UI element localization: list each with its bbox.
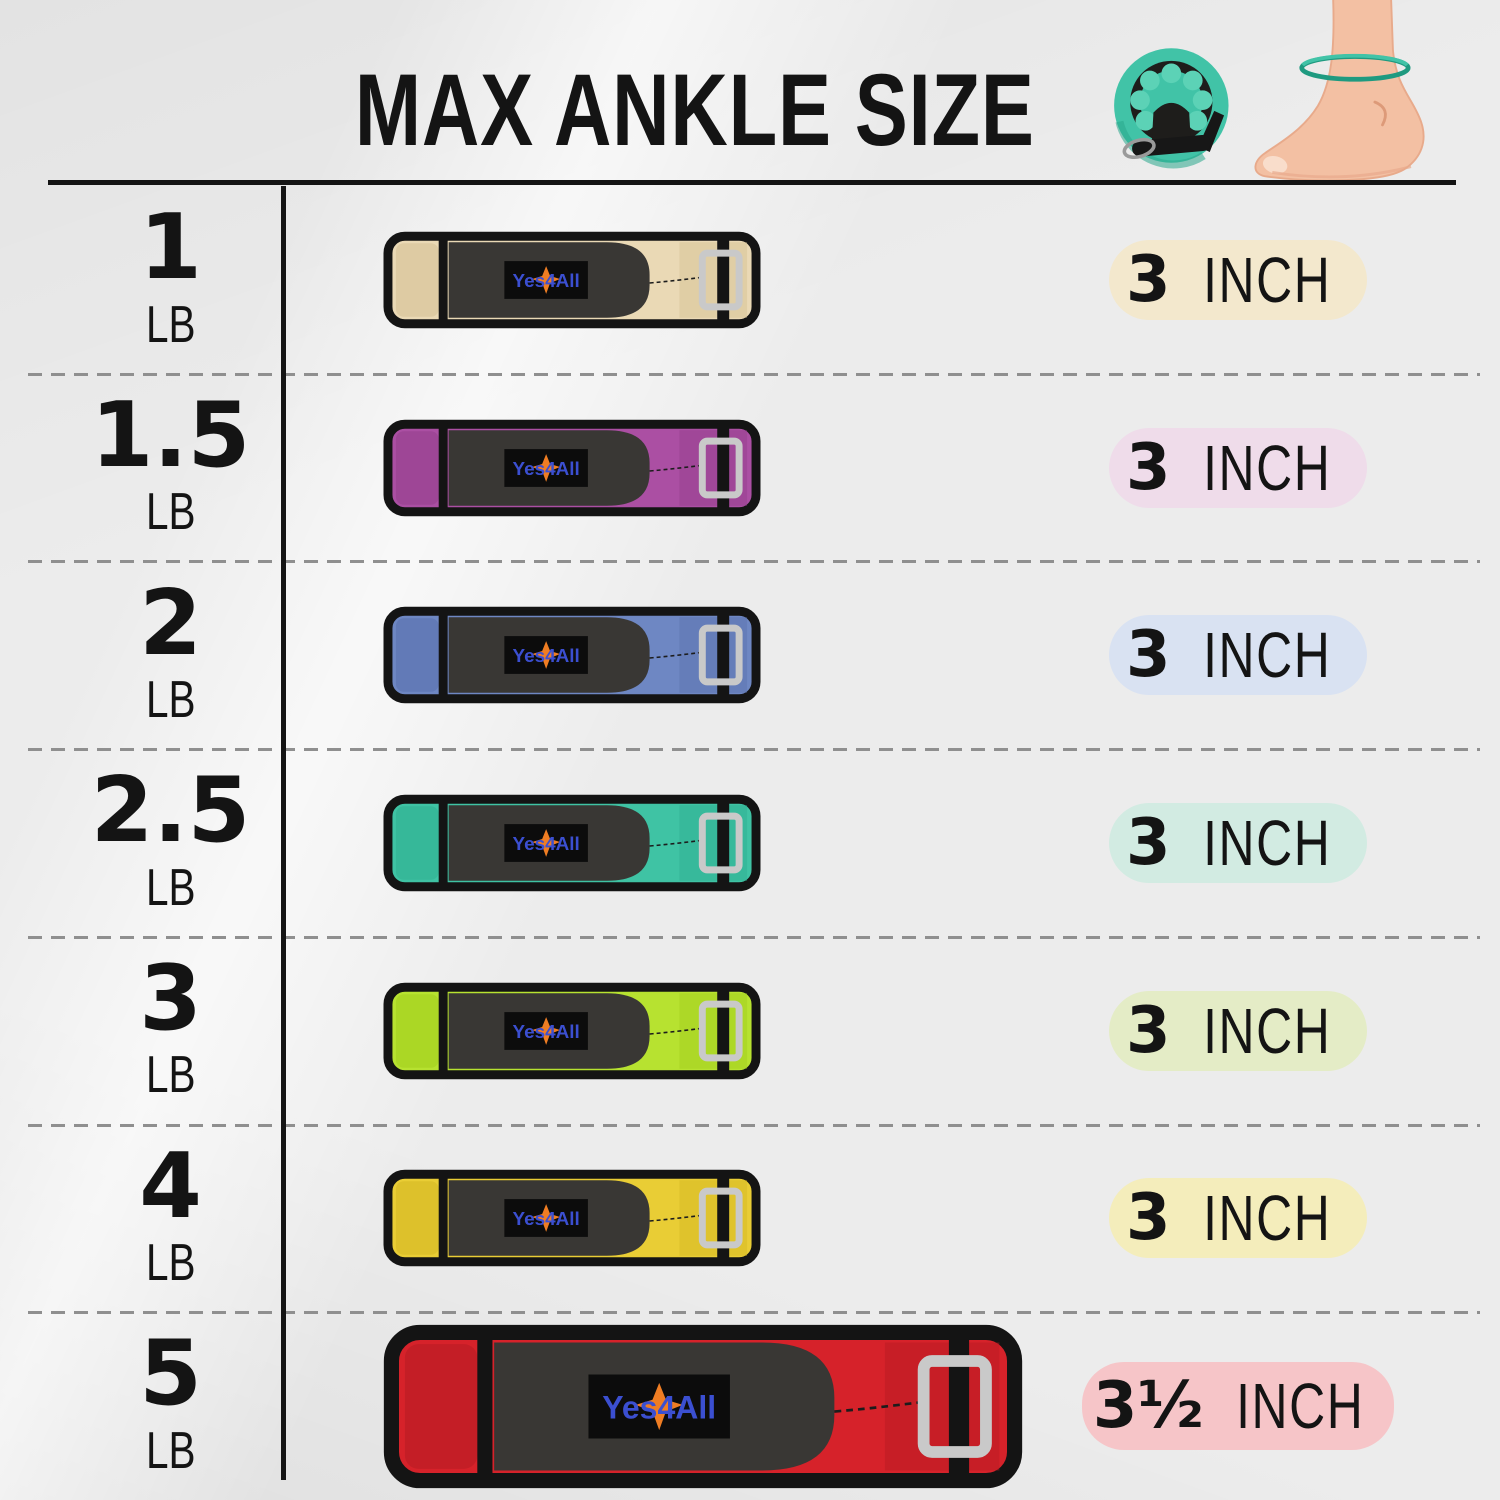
- table-row: 3 LB 3 INCH: [0, 937, 1500, 1127]
- size-unit: INCH: [1202, 1182, 1331, 1255]
- size-unit: INCH: [1202, 243, 1331, 316]
- table-row: 1 LB 3 INCH: [0, 186, 1500, 376]
- size-cell: 3½ INCH: [1030, 1362, 1500, 1451]
- table-row: 2.5 LB 3 INCH: [0, 749, 1500, 939]
- weight-unit: LB: [145, 1421, 196, 1480]
- ankle-weight-product-image: [383, 230, 761, 330]
- product-cell: [283, 981, 1030, 1081]
- ankle-weight-product-image: [383, 981, 761, 1081]
- size-cell: 3 INCH: [1030, 427, 1500, 508]
- size-badge: 3 INCH: [1108, 427, 1367, 508]
- size-unit: INCH: [1202, 431, 1331, 504]
- table-row: 4 LB 3 INCH: [0, 1125, 1500, 1315]
- weight-cell: 1 LB: [0, 195, 283, 355]
- size-unit: INCH: [1202, 807, 1331, 880]
- weight-cell: 1.5 LB: [0, 382, 283, 543]
- weight-value: 2: [139, 570, 202, 676]
- weight-value: 2.5: [90, 758, 251, 864]
- size-cell: 3 INCH: [1030, 990, 1500, 1071]
- product-cell: [283, 1322, 1030, 1491]
- size-number: 3½: [1092, 1369, 1204, 1444]
- size-badge: 3½ INCH: [1081, 1362, 1394, 1451]
- size-cell: 3 INCH: [1030, 615, 1500, 696]
- foot-ankle-measure-icon: [1240, 0, 1468, 188]
- size-table: 1 LB 3 INCH 1.5 LB 3 INCH 2: [0, 186, 1500, 1500]
- weight-cell: 5 LB: [0, 1321, 283, 1481]
- page-title: MAX ANKLE SIZE: [355, 53, 1035, 167]
- ankle-weight-product-image: [383, 1322, 1023, 1491]
- product-cell: [283, 418, 1030, 518]
- table-row: 5 LB 3½ INCH: [0, 1312, 1500, 1500]
- weight-cell: 2.5 LB: [0, 758, 283, 918]
- weight-unit: LB: [145, 483, 196, 542]
- weight-value: 4: [139, 1133, 202, 1239]
- weight-unit: LB: [145, 1234, 196, 1293]
- weight-cell: 3 LB: [0, 945, 283, 1106]
- size-number: 3: [1126, 1181, 1171, 1256]
- size-number: 3: [1126, 242, 1171, 317]
- rolled-ankle-weight-icon: [1098, 34, 1250, 186]
- weight-cell: 4 LB: [0, 1133, 283, 1294]
- size-unit: INCH: [1202, 619, 1331, 692]
- weight-unit: LB: [145, 295, 196, 354]
- ankle-weight-product-image: [383, 793, 761, 893]
- size-number: 3: [1126, 993, 1171, 1068]
- table-row: 1.5 LB 3 INCH: [0, 374, 1500, 564]
- product-cell: [283, 605, 1030, 705]
- size-cell: 3 INCH: [1030, 803, 1500, 884]
- size-badge: 3 INCH: [1108, 803, 1367, 884]
- ankle-weight-product-image: [383, 605, 761, 705]
- size-number: 3: [1126, 430, 1171, 505]
- weight-value: 1.5: [90, 382, 251, 488]
- size-badge: 3 INCH: [1108, 1178, 1367, 1259]
- ankle-weight-product-image: [383, 418, 761, 518]
- weight-unit: LB: [145, 671, 196, 730]
- weight-value: 3: [139, 945, 202, 1051]
- weight-value: 5: [139, 1321, 202, 1427]
- weight-unit: LB: [145, 858, 196, 917]
- size-cell: 3 INCH: [1030, 1178, 1500, 1259]
- product-cell: [283, 230, 1030, 330]
- weight-unit: LB: [145, 1046, 196, 1105]
- product-cell: [283, 793, 1030, 893]
- size-badge: 3 INCH: [1108, 239, 1367, 320]
- size-badge: 3 INCH: [1108, 990, 1367, 1071]
- table-row: 2 LB 3 INCH: [0, 561, 1500, 751]
- product-cell: [283, 1168, 1030, 1268]
- size-number: 3: [1126, 618, 1171, 693]
- size-number: 3: [1126, 806, 1171, 881]
- header-divider: [48, 180, 1456, 185]
- size-cell: 3 INCH: [1030, 239, 1500, 320]
- weight-cell: 2 LB: [0, 570, 283, 731]
- size-badge: 3 INCH: [1108, 615, 1367, 696]
- size-unit: INCH: [1235, 1370, 1365, 1443]
- weight-value: 1: [139, 195, 202, 301]
- size-unit: INCH: [1202, 994, 1331, 1067]
- ankle-weight-product-image: [383, 1168, 761, 1268]
- column-divider: [281, 186, 286, 1480]
